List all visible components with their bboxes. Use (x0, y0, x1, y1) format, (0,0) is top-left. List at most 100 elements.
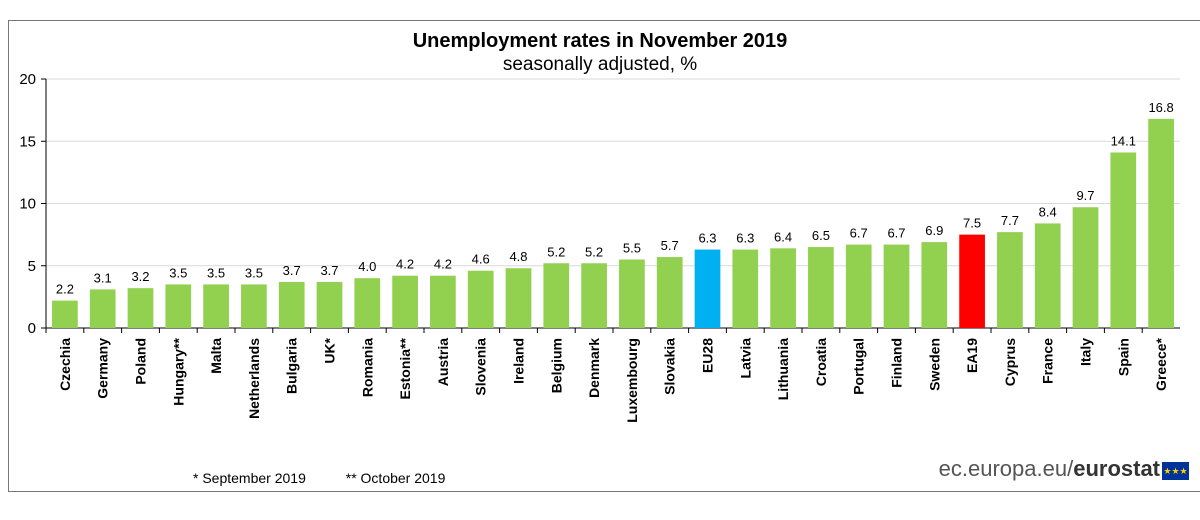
bar (1034, 223, 1061, 328)
y-tick-label: 10 (19, 196, 36, 213)
data-label: 3.7 (283, 263, 301, 278)
y-tick-label: 15 (19, 133, 36, 150)
data-label: 6.7 (887, 226, 905, 241)
chart-subtitle: seasonally adjusted, % (502, 54, 698, 75)
category-label: Netherlands (246, 338, 262, 419)
data-label: 6.5 (812, 228, 830, 243)
bar (89, 289, 116, 328)
data-label: 5.5 (623, 241, 641, 256)
bar (127, 288, 154, 328)
bar (883, 244, 910, 328)
category-label: Romania (359, 338, 375, 397)
bar (1110, 152, 1137, 328)
category-label: Cyprus (1002, 338, 1018, 386)
category-label: Croatia (813, 338, 829, 386)
bar (241, 284, 267, 328)
data-label: 5.2 (547, 244, 565, 259)
bar (808, 247, 834, 328)
bar (921, 242, 948, 328)
category-label: Luxembourg (624, 338, 640, 423)
category-label: Germany (95, 338, 111, 399)
bar (165, 284, 192, 328)
bar (694, 249, 721, 328)
category-label: Slovenia (473, 338, 489, 396)
chart-title: Unemployment rates in November 2019 (412, 30, 788, 52)
data-label: 2.2 (56, 282, 74, 297)
bar (581, 263, 607, 328)
bar (203, 284, 229, 328)
category-label: Greece* (1153, 337, 1169, 390)
data-label: 5.7 (661, 238, 679, 253)
bar (959, 234, 985, 328)
bar (392, 275, 418, 328)
data-label: 3.7 (320, 263, 338, 278)
category-label: France (1040, 338, 1056, 384)
category-label: Poland (133, 338, 149, 385)
category-label: Malta (208, 338, 224, 374)
category-label: UK* (322, 337, 338, 363)
data-label: 6.9 (925, 223, 943, 238)
category-label: Austria (435, 338, 451, 386)
bar (770, 248, 796, 328)
data-label: 6.3 (698, 231, 716, 246)
category-label: Slovakia (662, 338, 678, 395)
bar (997, 232, 1023, 328)
bar (656, 257, 683, 328)
category-label: Portugal (851, 338, 867, 395)
data-label: 4.6 (472, 252, 490, 267)
category-label: Hungary** (170, 337, 186, 405)
bar (543, 263, 570, 328)
chart-frame (8, 20, 1200, 492)
category-label: Italy (1078, 338, 1094, 366)
y-tick-label: 5 (28, 258, 36, 275)
category-label: Estonia** (397, 337, 413, 399)
source-credit: ec.europa.eu/eurostat (939, 456, 1160, 482)
data-label: 3.2 (131, 269, 149, 284)
bar (845, 244, 872, 328)
data-label: 4.0 (358, 259, 376, 274)
category-label: Denmark (586, 338, 602, 398)
category-label: EA19 (964, 338, 980, 373)
data-label: 3.5 (207, 265, 225, 280)
category-label: Spain (1115, 338, 1131, 376)
data-label: 8.4 (1039, 204, 1057, 219)
category-label: Lithuania (775, 338, 791, 400)
bar (316, 281, 343, 328)
bar (1072, 207, 1099, 328)
category-label: Latvia (737, 338, 753, 379)
data-label: 3.5 (169, 265, 187, 280)
data-label: 6.7 (850, 226, 868, 241)
data-label: 7.5 (963, 216, 981, 231)
bar (505, 268, 532, 328)
data-label: 6.3 (736, 231, 754, 246)
bar (354, 278, 381, 328)
data-label: 4.8 (509, 249, 527, 264)
data-label: 4.2 (396, 257, 414, 272)
category-label: Ireland (511, 338, 527, 384)
footnote-october: ** October 2019 (345, 470, 446, 486)
bar (430, 275, 456, 328)
source-domain: ec.europa.eu/ (938, 456, 1074, 481)
eu-flag-icon: ★★★ (1162, 462, 1189, 480)
category-label: Sweden (926, 338, 942, 391)
data-label: 7.7 (1001, 213, 1019, 228)
category-label: Belgium (548, 338, 564, 393)
y-tick-label: 20 (19, 71, 36, 88)
data-label: 5.2 (585, 244, 603, 259)
data-label: 16.8 (1148, 100, 1173, 115)
data-label: 9.7 (1076, 188, 1094, 203)
category-label: Bulgaria (284, 338, 300, 394)
category-label: EU28 (700, 338, 716, 373)
bar (278, 281, 305, 328)
footnote-september: * September 2019 (193, 470, 306, 486)
bar (52, 300, 78, 328)
bar (619, 259, 645, 328)
data-label: 14.1 (1111, 133, 1136, 148)
data-label: 3.5 (245, 265, 263, 280)
category-label: Czechia (57, 338, 73, 391)
y-tick-label: 0 (28, 320, 36, 337)
data-label: 3.1 (94, 270, 112, 285)
bar (1148, 118, 1174, 328)
source-brand: eurostat (1073, 456, 1160, 481)
